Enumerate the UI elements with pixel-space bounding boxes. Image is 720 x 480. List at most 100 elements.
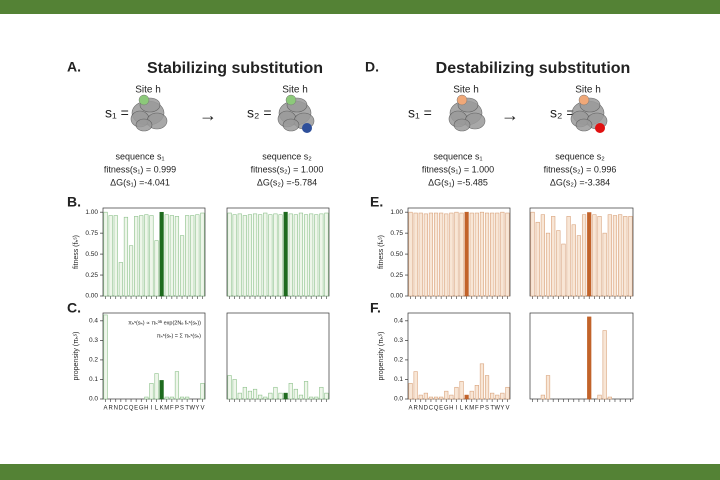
bar <box>444 213 449 297</box>
chart-label: E. <box>370 194 383 210</box>
bar <box>159 380 164 400</box>
bar <box>500 211 505 297</box>
x-tick-label: N <box>419 406 423 412</box>
bar <box>268 214 273 297</box>
bar <box>195 214 200 297</box>
bar <box>179 235 185 297</box>
bar <box>252 388 258 400</box>
top-band <box>0 0 720 14</box>
sequence-text: sequence s₁ <box>115 151 164 161</box>
sequence-text: fitness(s₂) = 0.996 <box>544 164 617 174</box>
state-symbol: s₁ = <box>408 105 432 121</box>
bar <box>293 388 298 400</box>
protein-blob <box>453 118 471 132</box>
y-tick-label: 0.75 <box>85 230 98 237</box>
site-label: Site h <box>282 85 308 96</box>
plot-frame <box>226 207 330 297</box>
mutation-marker <box>595 123 605 133</box>
bar <box>232 214 237 297</box>
bar <box>227 375 232 400</box>
bar <box>185 215 190 297</box>
bar <box>474 212 479 297</box>
chart-label: B. <box>67 194 81 210</box>
bar <box>103 211 108 297</box>
y-tick-label: 0.1 <box>394 376 403 383</box>
bar <box>242 386 247 400</box>
bar <box>449 212 454 297</box>
bar <box>200 212 205 297</box>
bar <box>252 213 258 297</box>
sequence-text: fitness(s₂) = 1.000 <box>251 164 324 174</box>
arrow: → <box>199 105 217 125</box>
x-tick-label: D <box>119 406 124 412</box>
plot-frame <box>529 207 634 297</box>
x-tick-label: Y <box>195 406 199 412</box>
bar <box>474 385 479 400</box>
bar <box>314 396 319 400</box>
bar <box>190 215 195 297</box>
panel-label: A. <box>67 59 81 75</box>
y-tick-label: 0.4 <box>394 318 403 325</box>
plot-frame <box>407 312 511 400</box>
bar <box>283 211 288 297</box>
plot-frame <box>226 312 330 400</box>
y-tick-label: 0.3 <box>89 337 98 344</box>
sequence-text: ΔG(s₂) =-5.784 <box>257 177 317 187</box>
state-symbol: s₁ = <box>105 105 129 121</box>
bar <box>237 392 242 400</box>
x-tick-label: T <box>185 406 189 412</box>
bar <box>319 213 324 297</box>
annotation: πₕˢ(sₕ) ∝ πₕ⁰ᴮ exp(2Nₑ fₕˢ(sₕ)) <box>128 319 201 326</box>
protein-blob <box>282 118 300 132</box>
bar <box>298 394 304 400</box>
bar <box>103 314 108 400</box>
x-tick-label: H <box>449 406 453 412</box>
bar <box>469 390 474 400</box>
y-axis-label: propensity (πₕˢ) <box>378 332 385 381</box>
panel-title: Destabilizing substitution <box>436 60 631 77</box>
bar <box>179 396 185 400</box>
y-tick-label: 0.50 <box>85 251 98 258</box>
bar <box>413 371 418 400</box>
x-tick-label: F <box>170 406 174 412</box>
x-tick-label: L <box>460 406 464 412</box>
bar <box>479 363 485 400</box>
bar <box>258 394 263 400</box>
bar <box>149 383 154 400</box>
bar <box>571 224 576 297</box>
bar <box>602 232 607 297</box>
bar <box>164 396 169 400</box>
bar <box>108 215 113 297</box>
y-tick-label: 1.00 <box>85 209 98 216</box>
x-tick-label: C <box>429 406 434 412</box>
bar <box>159 211 164 297</box>
chart-label: C. <box>67 300 81 316</box>
bar <box>500 392 505 400</box>
site-label: Site h <box>453 85 479 96</box>
x-tick-label: P <box>480 406 484 412</box>
bar <box>309 396 314 400</box>
bar <box>428 212 434 297</box>
bar <box>263 212 268 297</box>
x-tick-label: M <box>164 406 169 412</box>
bar <box>418 212 423 297</box>
y-tick-label: 0.25 <box>85 272 98 279</box>
bar <box>278 214 283 297</box>
x-tick-label: Q <box>434 406 439 412</box>
bar <box>154 373 159 400</box>
y-tick-label: 0.2 <box>394 357 403 364</box>
bar <box>576 235 582 297</box>
bar <box>454 386 459 400</box>
plot-frame <box>102 207 206 297</box>
bar <box>174 216 180 297</box>
y-tick-label: 0.00 <box>85 293 98 300</box>
bar <box>232 379 237 400</box>
x-tick-label: C <box>124 406 129 412</box>
bar <box>439 212 444 297</box>
bar <box>607 214 612 297</box>
bar <box>495 394 500 400</box>
bar <box>288 383 293 400</box>
bar <box>164 214 169 297</box>
protein <box>570 97 608 132</box>
bar <box>237 213 242 297</box>
